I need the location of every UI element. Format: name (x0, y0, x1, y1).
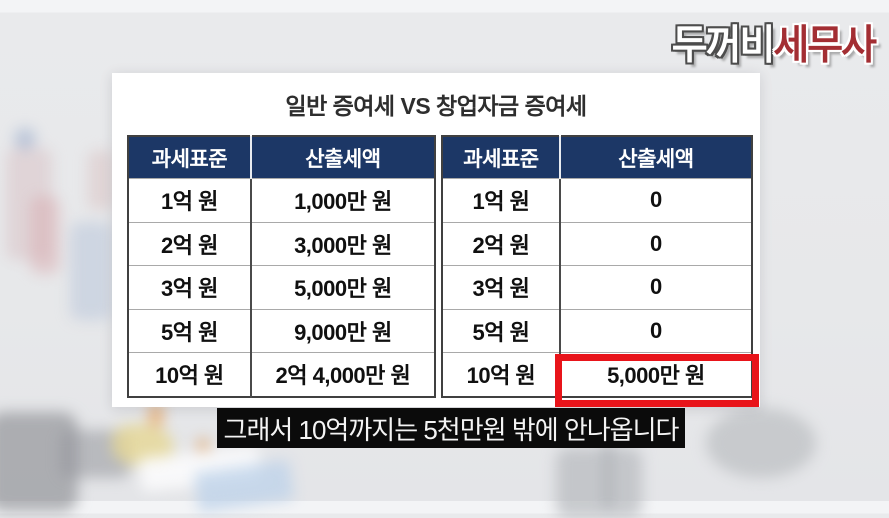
tax-amount-cell: 0 (558, 265, 752, 309)
chair-silhouette (706, 408, 816, 478)
wall-poster (70, 222, 112, 320)
table-header-row: 과세표준 산출세액 (128, 136, 435, 179)
highlight-box (555, 354, 759, 407)
tax-amount-cell: 9,000만 원 (249, 308, 435, 353)
chair-silhouette (604, 440, 612, 510)
desk-object (148, 402, 164, 428)
table-row: 2억 원 3,000만 원 (128, 221, 435, 266)
column-header-tax-amount: 산출세액 (558, 136, 752, 179)
table-row: 3억 원 5,000만 원 (128, 265, 435, 309)
tax-base-cell: 10억 원 (128, 352, 251, 397)
table-row: 2억 원 0 (442, 221, 752, 266)
table-row: 3억 원 0 (442, 265, 752, 309)
tax-base-cell: 3억 원 (442, 265, 560, 309)
wall-poster (14, 128, 36, 150)
wall-poster (88, 150, 114, 210)
chair-silhouette (556, 448, 642, 518)
desk-object (196, 438, 210, 452)
video-frame: 두꺼비세무사 일반 증여세 VS 창업자금 증여세 과세표준 산출세액 1억 원… (0, 13, 877, 518)
table-row: 10억 원 2억 4,000만 원 (128, 352, 435, 397)
tax-amount-cell: 0 (558, 221, 752, 266)
tax-amount-cell: 3,000만 원 (249, 221, 435, 266)
tax-base-cell: 1억 원 (442, 178, 560, 222)
tax-base-cell: 2억 원 (128, 221, 251, 266)
subtitle-text: 그래서 10억까지는 5천만원 밖에 안나옵니다 (223, 414, 680, 445)
tax-base-cell: 3억 원 (128, 265, 251, 309)
tax-amount-cell: 0 (558, 178, 752, 222)
column-header-tax-amount: 산출세액 (249, 136, 435, 179)
table-row: 1억 원 1,000만 원 (128, 178, 435, 222)
tax-base-cell: 10억 원 (442, 352, 560, 397)
table-header-row: 과세표준 산출세액 (442, 136, 752, 179)
panel-title: 일반 증여세 VS 창업자금 증여세 (285, 93, 587, 119)
table-row: 5억 원 0 (442, 308, 752, 353)
column-header-tax-base: 과세표준 (442, 136, 560, 179)
infographic-panel: 일반 증여세 VS 창업자금 증여세 과세표준 산출세액 1억 원 1,000만… (112, 73, 760, 407)
tax-amount-cell: 5,000만 원 (249, 265, 435, 309)
table-row: 1억 원 0 (442, 178, 752, 222)
channel-logo: 두꺼비세무사 (671, 13, 877, 71)
subtitle-caption: 그래서 10억까지는 5천만원 밖에 안나옵니다 (217, 408, 685, 448)
channel-logo-white-text: 두꺼비 (671, 23, 776, 69)
tax-base-cell: 5억 원 (442, 308, 560, 353)
tax-amount-cell: 0 (558, 308, 752, 353)
wall-poster (30, 196, 60, 274)
general-gift-tax-table: 과세표준 산출세액 1억 원 1,000만 원 2억 원 3,000만 원 3억… (127, 135, 436, 398)
tax-amount-cell: 2억 4,000만 원 (249, 352, 435, 397)
tax-amount-cell: 1,000만 원 (249, 178, 435, 222)
tax-base-cell: 1억 원 (128, 178, 251, 222)
channel-logo-red-text: 세무사 (773, 23, 877, 69)
table-row: 5억 원 9,000만 원 (128, 308, 435, 353)
tax-base-cell: 2억 원 (442, 221, 560, 266)
column-header-tax-base: 과세표준 (128, 136, 251, 179)
tax-base-cell: 5억 원 (128, 308, 251, 353)
